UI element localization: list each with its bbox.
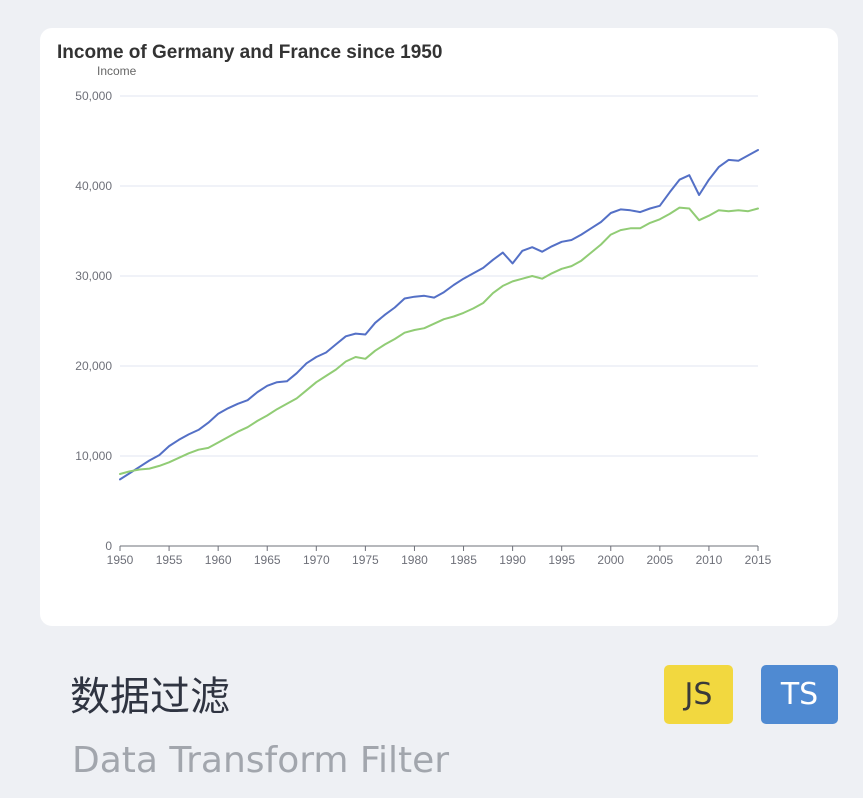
y-tick-label: 50,000	[75, 89, 112, 103]
example-subtitle: Data Transform Filter	[72, 740, 450, 781]
x-tick-label: 1990	[499, 553, 526, 567]
y-tick-label: 0	[105, 539, 112, 553]
example-title[interactable]: 数据过滤	[70, 674, 230, 720]
js-badge-button[interactable]: JS	[664, 665, 733, 724]
x-tick-label: 2005	[646, 553, 673, 567]
x-tick-label: 1975	[352, 553, 379, 567]
x-tick-label: 1955	[156, 553, 183, 567]
x-tick-label: 1995	[548, 553, 575, 567]
y-tick-label: 20,000	[75, 359, 112, 373]
y-tick-label: 30,000	[75, 269, 112, 283]
y-axis-label: Income	[97, 64, 137, 78]
chart-card[interactable]: 0 10,000 20,000 30,000 40,000 50,000 1950 1955 1…	[40, 28, 838, 626]
ts-badge-button[interactable]: TS	[761, 665, 838, 724]
x-tick-label: 2010	[696, 553, 723, 567]
y-tick-label: 10,000	[75, 449, 112, 463]
line-chart: 0 10,000 20,000 30,000 40,000 50,000 1950 1955 1…	[75, 89, 772, 567]
x-tick-label: 1960	[205, 553, 232, 567]
x-tick-label: 1980	[401, 553, 428, 567]
series-line-2	[119, 206, 759, 475]
x-tick-label: 1970	[303, 553, 330, 567]
x-tick-label: 1950	[107, 553, 134, 567]
y-tick-label: 40,000	[75, 179, 112, 193]
x-tick-label: 1985	[450, 553, 477, 567]
x-tick-label: 2000	[597, 553, 624, 567]
x-tick-label: 1965	[254, 553, 281, 567]
x-tick-label: 2015	[745, 553, 772, 567]
series-line-1	[119, 149, 759, 481]
chart-title: Income of Germany and France since 1950	[57, 42, 443, 63]
